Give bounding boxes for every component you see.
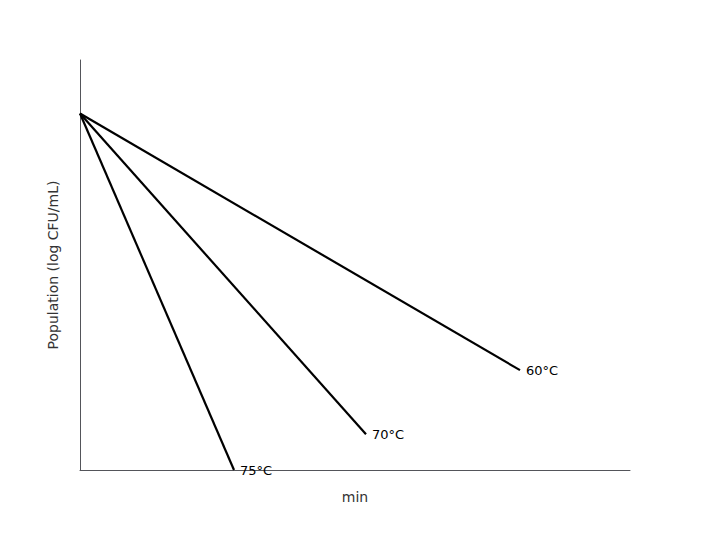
svg-text:70°C: 70°C [372, 427, 404, 442]
svg-text:Population (log CFU/mL): Population (log CFU/mL) [45, 181, 61, 350]
svg-text:min: min [342, 489, 368, 505]
svg-text:75°C: 75°C [240, 463, 272, 478]
svg-text:60°C: 60°C [526, 363, 558, 378]
